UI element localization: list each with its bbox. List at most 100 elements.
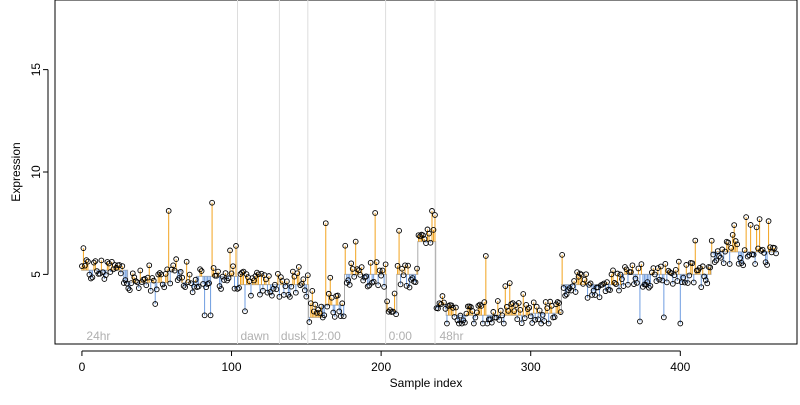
data-point: [439, 293, 446, 299]
data-point: [741, 247, 748, 253]
data-point: [655, 265, 661, 271]
data-point: [438, 301, 444, 308]
data-point: [153, 286, 160, 293]
data-point: [119, 263, 126, 269]
x-tick-label: 0: [79, 360, 86, 374]
data-point: [228, 270, 235, 277]
data-point: [269, 292, 275, 299]
x-tick-label: 300: [521, 360, 541, 374]
data-point: [171, 267, 178, 274]
data-point: [186, 271, 193, 278]
data-point: [474, 309, 480, 316]
data-point: [381, 283, 387, 290]
data-point: [740, 262, 746, 269]
data-point: [683, 262, 690, 268]
data-point: [394, 262, 401, 269]
data-point: [198, 268, 205, 274]
data-point: [376, 267, 383, 274]
data-point: [291, 273, 298, 280]
data-point: [430, 227, 437, 233]
data-point: [716, 253, 723, 259]
y-tick-label: 10: [29, 165, 43, 179]
data-point: [375, 282, 381, 289]
data-point: [373, 259, 380, 265]
data-point: [364, 283, 371, 290]
data-point: [559, 252, 565, 258]
data-point: [180, 283, 187, 289]
data-point: [155, 271, 162, 278]
data-point: [521, 315, 528, 322]
data-point: [324, 303, 331, 310]
data-point: [427, 239, 434, 246]
data-point: [197, 266, 203, 273]
data-point: [462, 319, 468, 326]
data-point: [672, 267, 679, 273]
data-point: [182, 284, 188, 290]
data-point: [219, 273, 226, 280]
data-point: [218, 286, 224, 292]
data-point: [729, 232, 736, 238]
data-point: [192, 276, 199, 283]
data-point: [170, 262, 177, 269]
data-point: [756, 216, 763, 222]
data-point: [177, 268, 184, 275]
data-point: [535, 316, 542, 323]
data-point: [456, 320, 462, 327]
data-point: [442, 305, 449, 312]
data-point: [378, 272, 384, 279]
data-point: [459, 320, 465, 327]
data-point: [288, 283, 295, 290]
data-point: [616, 287, 622, 294]
data-point: [297, 282, 304, 289]
data-point: [201, 312, 208, 319]
data-point: [414, 265, 420, 272]
data-point: [346, 282, 353, 288]
period-annotation: dawn: [241, 329, 270, 343]
data-point: [472, 314, 479, 321]
y-tick-label: 15: [29, 63, 43, 77]
data-point: [243, 271, 250, 277]
data-point: [185, 279, 191, 285]
data-point: [137, 267, 144, 274]
y-tick-label: 5: [29, 271, 43, 278]
fit-line: [81, 241, 777, 318]
data-point: [635, 265, 642, 272]
data-point: [384, 298, 390, 305]
data-point: [539, 312, 546, 318]
data-point: [98, 257, 105, 264]
data-point: [236, 285, 242, 291]
data-point: [100, 269, 106, 276]
data-point: [453, 304, 459, 311]
data-point: [572, 289, 579, 295]
data-point: [409, 275, 416, 281]
data-point: [432, 212, 438, 218]
data-point: [646, 284, 652, 291]
data-point: [339, 300, 346, 307]
data-point: [322, 220, 329, 227]
data-point: [502, 283, 509, 289]
data-point: [83, 257, 90, 263]
data-point: [734, 241, 741, 248]
data-point: [710, 251, 717, 258]
data-point: [699, 263, 706, 270]
data-point: [273, 286, 280, 293]
data-point: [327, 274, 334, 281]
data-point: [773, 250, 779, 257]
data-point: [625, 281, 631, 288]
period-annotations: 24hr dawn dusk 12:00 0:00 48hr: [86, 329, 463, 343]
data-point: [482, 253, 489, 259]
data-point: [369, 279, 375, 286]
data-point: [744, 253, 751, 260]
data-point: [692, 237, 699, 244]
y-axis: 5 10 15: [29, 63, 49, 278]
data-point: [599, 281, 606, 288]
data-point: [128, 280, 135, 286]
data-point: [318, 303, 325, 310]
data-point: [759, 246, 766, 253]
data-point: [527, 313, 534, 320]
data-point: [209, 199, 215, 206]
data-point: [686, 272, 693, 279]
data-point: [306, 319, 313, 325]
data-point: [258, 270, 265, 277]
data-point: [628, 269, 634, 275]
